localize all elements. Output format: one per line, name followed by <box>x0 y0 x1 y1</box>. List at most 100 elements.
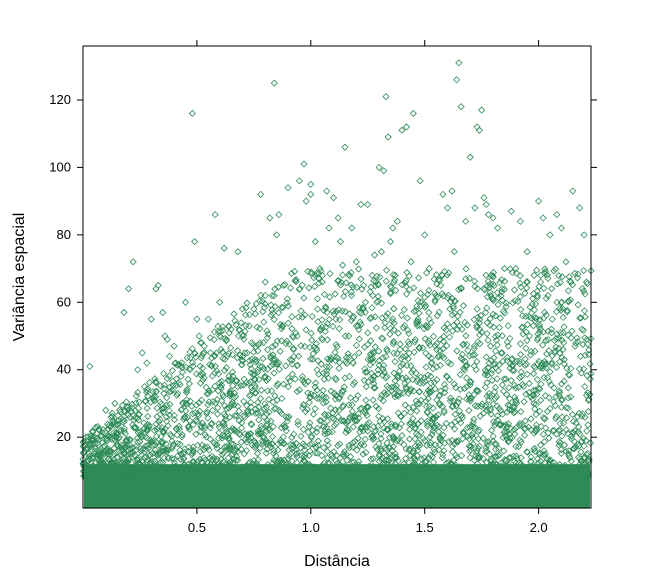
data-point <box>382 277 390 285</box>
data-point <box>434 293 442 301</box>
data-point <box>466 465 474 473</box>
data-point <box>527 453 535 461</box>
data-point <box>327 473 335 481</box>
data-point <box>321 410 329 418</box>
data-point <box>469 422 477 430</box>
data-point <box>233 412 241 420</box>
data-point <box>555 335 563 343</box>
data-point <box>560 377 568 385</box>
data-point <box>213 396 221 404</box>
data-point <box>492 392 501 401</box>
data-point <box>305 422 313 431</box>
data-point <box>474 338 482 346</box>
data-point <box>481 383 490 391</box>
data-point <box>254 469 262 478</box>
data-point <box>501 463 509 471</box>
data-point <box>247 430 255 438</box>
data-point <box>356 318 364 326</box>
data-point <box>186 366 194 374</box>
data-point <box>404 377 412 385</box>
data-point <box>227 344 235 352</box>
data-point <box>108 420 116 429</box>
data-point <box>389 432 397 440</box>
data-point <box>94 422 102 431</box>
data-point <box>312 428 321 436</box>
data-point <box>404 338 412 346</box>
data-point <box>174 389 182 398</box>
data-point <box>437 281 445 289</box>
data-point <box>238 419 246 427</box>
data-point <box>270 315 278 324</box>
data-point <box>530 271 538 279</box>
data-point <box>463 374 471 382</box>
data-point <box>120 464 129 472</box>
data-point <box>480 285 488 293</box>
data-point <box>213 444 221 452</box>
data-point <box>458 464 466 472</box>
data-point <box>160 389 168 398</box>
data-point <box>342 279 350 287</box>
data-point <box>527 348 535 356</box>
data-point <box>497 473 505 481</box>
data-point <box>417 298 425 306</box>
data-point <box>493 412 502 420</box>
data-point <box>404 355 412 363</box>
data-point <box>251 375 259 383</box>
data-point <box>278 410 286 418</box>
data-point <box>294 313 303 321</box>
data-point <box>332 340 340 349</box>
data-point <box>464 346 472 355</box>
data-point <box>465 469 473 477</box>
data-point <box>105 473 113 481</box>
data-point <box>286 377 294 385</box>
data-point <box>578 285 586 293</box>
data-point <box>293 332 301 340</box>
data-point <box>536 468 544 476</box>
data-point <box>367 455 375 463</box>
data-point <box>512 269 520 277</box>
data-point <box>487 291 495 300</box>
data-point <box>364 427 372 435</box>
data-point <box>149 437 158 445</box>
data-point <box>583 427 591 435</box>
data-point <box>257 190 265 198</box>
data-point <box>434 276 443 284</box>
data-point <box>506 471 514 479</box>
data-point <box>305 460 313 469</box>
data-point <box>278 322 286 331</box>
data-point <box>118 467 127 475</box>
data-point <box>463 424 472 432</box>
data-point <box>580 266 588 275</box>
data-point <box>522 312 530 320</box>
data-point <box>366 462 374 470</box>
data-point <box>358 285 366 293</box>
data-point <box>361 368 370 376</box>
data-point <box>499 473 508 481</box>
data-point <box>339 401 347 410</box>
data-point <box>387 420 396 428</box>
data-point <box>494 416 502 424</box>
data-point <box>254 347 262 355</box>
data-point <box>242 321 250 330</box>
data-point <box>527 415 535 423</box>
data-point <box>329 454 337 462</box>
data-point <box>384 389 392 397</box>
data-point <box>238 357 247 365</box>
data-point <box>397 355 405 363</box>
data-point <box>513 357 521 365</box>
data-point <box>451 410 459 418</box>
data-point <box>452 383 460 392</box>
data-point <box>371 384 379 392</box>
data-point <box>348 473 356 481</box>
data-point <box>224 430 232 438</box>
data-point <box>417 428 425 436</box>
data-point <box>544 468 552 477</box>
data-point <box>531 444 539 452</box>
data-point <box>270 465 278 474</box>
data-point <box>424 395 432 403</box>
data-point <box>193 315 201 323</box>
data-point <box>123 451 131 459</box>
data-point <box>384 133 392 141</box>
data-point <box>397 420 405 428</box>
data-point <box>155 418 163 426</box>
